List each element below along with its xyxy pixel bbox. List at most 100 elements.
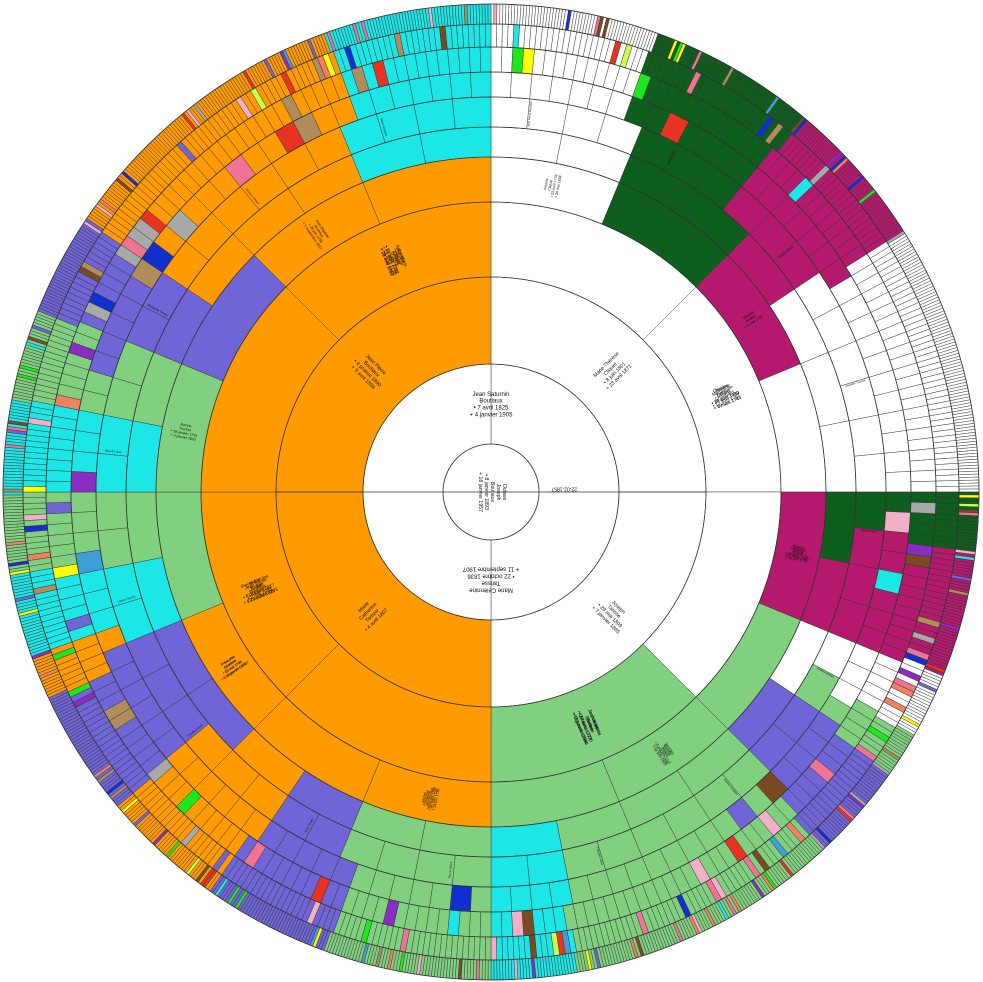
ancestor-segment-gen-6	[848, 414, 885, 457]
ancestor-segment-gen-9	[22, 474, 47, 482]
mother-label: Marie CélénnineTarisse• 22 octobre 1836+…	[462, 566, 519, 593]
ancestor-segment-gen-9	[473, 23, 481, 48]
outer-ancestor-label: Marie Anselme	[379, 118, 388, 137]
parents-marriage-date: 22-02-1857	[551, 486, 577, 492]
ancestor-segment-gen-9	[23, 508, 47, 516]
ancestor-segment-gen-7	[881, 430, 910, 454]
ancestor-segment-gen-7	[490, 886, 512, 913]
generation-ring-5	[155, 156, 827, 828]
outer-ancestor-label: François Villou	[595, 847, 604, 866]
ancestor-segment-gen-10	[484, 3, 489, 25]
ancestor-segment-gen-9	[479, 936, 486, 961]
ancestor-segment-gen-10	[496, 959, 501, 981]
ancestor-segment-gen-6	[526, 98, 569, 135]
outer-ancestor-label: Marie Collet	[666, 150, 677, 165]
ancestor-segment-gen-10	[2, 488, 24, 493]
ancestor-segment-gen-8	[501, 46, 514, 73]
ancestor-segment-gen-6	[97, 527, 134, 570]
ancestor-segment-gen-7	[490, 71, 512, 98]
ancestor-segment-gen-8	[511, 910, 524, 937]
generation-ring-11	[2, 3, 980, 981]
outer-ancestor-label: Louise Truchot	[117, 594, 136, 603]
ancestor-label: Jean BaptisteBoutiaux• 20 déc. 1727+ 8 j…	[572, 706, 604, 745]
ancestor-segment-gen-9	[490, 936, 497, 961]
generation-ring-8	[70, 71, 912, 913]
outer-ancestor-label: Jean Pierre Boutiaux	[526, 100, 533, 127]
ancestor-segment-gen-10	[2, 491, 24, 496]
generation-ring-10	[22, 23, 960, 961]
ancestor-segment-gen-8	[490, 911, 503, 938]
ancestor-segment-gen-9	[935, 497, 960, 504]
ancestor-segment-gen-9	[935, 486, 960, 493]
ancestor-segment-gen-6	[490, 854, 530, 888]
ancestor-segment-gen-9	[479, 23, 486, 48]
ancestor-segment-gen-8	[908, 448, 936, 462]
ancestor-segment-gen-8	[910, 469, 937, 482]
root-person-label: OctaveJosephBoutiaux• 8 janvier 1893+ 18…	[477, 472, 507, 512]
ancestor-segment-gen-6	[95, 491, 129, 531]
ancestor-segment-gen-9	[496, 936, 503, 961]
ancestor-segment-gen-9	[935, 474, 960, 482]
ancestor-segment-gen-8	[45, 502, 72, 515]
ancestor-segment-gen-7	[72, 530, 101, 554]
ancestor-segment-gen-7	[470, 71, 492, 98]
ancestor-segment-gen-9	[485, 23, 492, 48]
ancestor-segment-gen-8	[45, 491, 72, 504]
ancestor-segment-gen-10	[487, 3, 492, 25]
ancestor-label: JeanneCollet• 14 février 1779+ 15 janvie…	[571, 705, 604, 746]
ancestor-segment-gen-9	[22, 486, 47, 493]
ancestor-segment-gen-10	[490, 959, 495, 981]
ancestor-segment-gen-9	[935, 491, 960, 498]
ancestor-segment-gen-9	[935, 468, 959, 476]
ancestor-segment-gen-8	[479, 46, 492, 73]
outer-ancestor-label: Claudine Truchot	[844, 378, 866, 388]
ancestor-segment-gen-10	[487, 959, 492, 981]
ancestor-segment-gen-7	[510, 72, 533, 100]
ancestor-segment-gen-8	[46, 512, 73, 525]
ancestor-segment-gen-8	[458, 910, 471, 937]
ancestor-segment-gen-8	[910, 480, 937, 493]
outer-ancestor-label: Anne Pinard	[303, 817, 314, 833]
ancestor-segment-gen-8	[468, 46, 481, 73]
ancestor-label: FrançoiseVillou-Bouillet• 21 juin 1733	[422, 787, 438, 811]
ancestor-segment-gen-7	[885, 471, 912, 493]
generation-rings	[2, 3, 980, 981]
outer-ancestor-label: Benoît Collet	[105, 448, 122, 454]
ancestor-segment-gen-7	[529, 882, 553, 911]
ancestor-segment-gen-8	[910, 502, 937, 515]
ancestor-segment-gen-6	[853, 453, 887, 493]
ancestor-segment-gen-8	[447, 47, 461, 75]
ancestor-segment-gen-7	[881, 530, 910, 554]
ancestor-segment-gen-7	[71, 511, 99, 534]
ancestor-segment-gen-7	[470, 886, 492, 913]
ancestor-segment-gen-9	[22, 502, 47, 510]
ancestor-segment-gen-6	[95, 453, 129, 493]
generation-ring-7	[95, 96, 887, 888]
ancestor-segment-gen-9	[935, 502, 960, 510]
ancestor-segment-gen-8	[45, 469, 72, 482]
ancestor-segment-gen-7	[429, 73, 453, 102]
ancestor-label: AntoineCliquet• 23 août 1778+ 26 mai 183…	[542, 173, 563, 199]
ancestor-segment-gen-10	[481, 3, 486, 25]
ancestor-segment-gen-6	[452, 96, 492, 130]
ancestor-label: CatherineChavel• 10 mars 1690	[784, 545, 810, 562]
ancestor-segment-gen-9	[935, 480, 960, 487]
ancestor-segment-gen-8	[490, 46, 503, 73]
ancestor-segment-gen-10	[2, 485, 24, 490]
ancestor-segment-gen-6	[853, 491, 887, 531]
ancestor-segment-gen-8	[45, 480, 72, 493]
ancestor-segment-gen-8	[909, 459, 936, 472]
ancestor-segment-gen-7	[529, 73, 553, 102]
ancestor-segment-gen-7	[883, 450, 911, 473]
ancestor-segment-gen-7	[71, 450, 99, 473]
outer-ancestor-label: Jean Tarisse	[861, 528, 877, 534]
ancestor-label: JeanneTruchot• 18 janvier 1734+ 4 janvie…	[170, 421, 200, 442]
ancestor-segment-gen-7	[72, 430, 101, 454]
ancestor-segment-gen-10	[958, 494, 980, 499]
ancestor-segment-gen-8	[521, 909, 535, 937]
ancestor-label: AntoineTarisse• 26 janv. 1721+ 19 oct. 1…	[784, 543, 810, 564]
ancestor-segment-gen-10	[958, 488, 980, 493]
ancestor-segment-gen-8	[458, 47, 471, 74]
ancestor-segment-gen-9	[22, 491, 47, 498]
ancestor-segment-gen-10	[493, 959, 498, 981]
